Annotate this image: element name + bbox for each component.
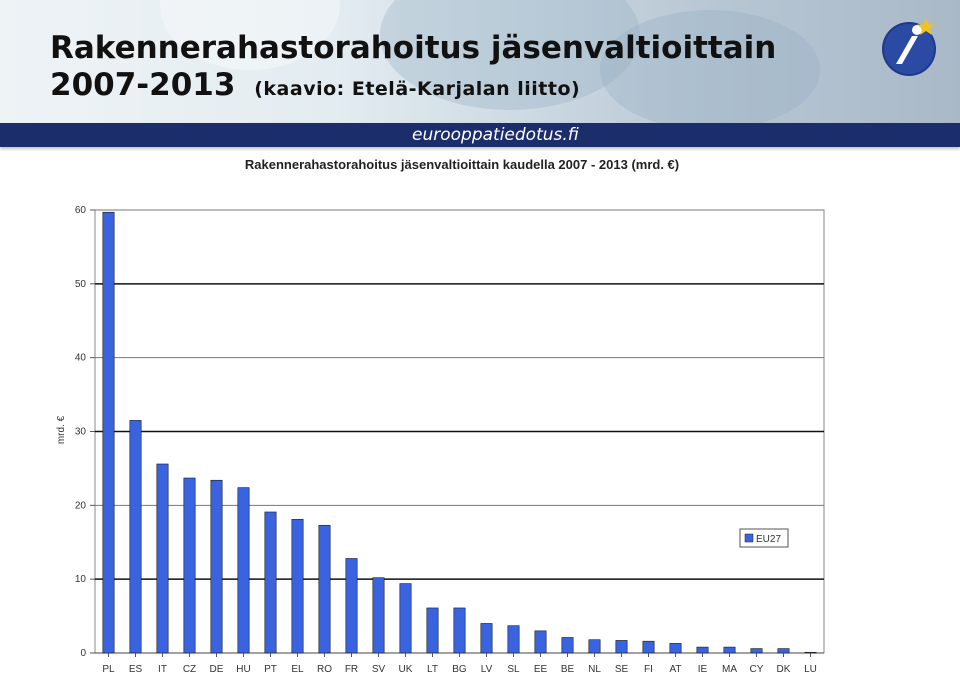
bar-lv [480, 623, 493, 654]
x-tick-label: NL [588, 664, 601, 675]
slide-title: Rakennerahastorahoitus jäsenvaltioittain… [50, 30, 776, 108]
bar-dk [777, 648, 790, 654]
x-tick-label: DK [777, 664, 791, 675]
x-tick-label: LV [481, 664, 493, 675]
x-tick-label: UK [399, 664, 413, 675]
bar-cy [750, 648, 763, 654]
x-tick-label: EL [291, 664, 304, 675]
bar-ie [696, 646, 709, 654]
bar-el [291, 519, 304, 654]
legend-swatch [744, 533, 754, 543]
slide-title-source: (kaavio: Etelä-Karjalan liitto) [254, 78, 581, 100]
y-tick-label: 30 [75, 427, 87, 438]
bar-sv [372, 577, 385, 654]
y-tick-label: 10 [75, 574, 87, 585]
chart-legend: EU27 [739, 528, 789, 548]
bar-be [561, 637, 574, 654]
chart-title: Rakennerahastorahoitus jäsenvaltioittain… [245, 157, 679, 172]
bar-se [615, 640, 628, 654]
x-tick-label: RO [317, 664, 332, 675]
bar-ro [318, 524, 331, 654]
bar-de [210, 479, 223, 654]
bar-lu [804, 651, 817, 654]
y-tick-label: 50 [75, 279, 87, 290]
x-tick-label: DE [210, 664, 224, 675]
site-name: eurooppatiedotus.fi [412, 125, 579, 145]
y-tick-label: 40 [75, 353, 87, 364]
bar-lt [426, 607, 439, 654]
slide-header: Rakennerahastorahoitus jäsenvaltioittain… [0, 0, 960, 123]
bar-pl [102, 211, 115, 654]
x-tick-label: IT [158, 664, 167, 675]
y-tick-label: 60 [75, 205, 87, 216]
slide-title-line1: Rakennerahastorahoitus jäsenvaltioittain [50, 30, 777, 66]
x-tick-label: BG [452, 664, 467, 675]
bar-ma [723, 646, 736, 654]
x-tick-label: LT [427, 664, 438, 675]
x-tick-label: MA [722, 664, 737, 675]
x-axis-ticks: PL ES IT CZ DE HU PT EL RO FR SV UK LT BG LV SL EE BE NL SE… [102, 653, 817, 675]
x-tick-label: AT [669, 664, 681, 675]
bar-sl [507, 625, 520, 654]
bar-cz [183, 477, 196, 654]
y-tick-label: 0 [80, 648, 86, 659]
chart-grid [94, 209, 825, 654]
y-axis-ticks: 0 10 20 30 40 50 60 [75, 205, 95, 659]
bar-nl [588, 639, 601, 654]
chart-bars [102, 211, 817, 654]
bar-chart: Rakennerahastorahoitus jäsenvaltioittain… [56, 157, 825, 675]
bar-uk [399, 583, 412, 654]
x-tick-label: HU [236, 664, 250, 675]
bar-pt [264, 511, 277, 654]
x-tick-label: SL [507, 664, 520, 675]
bar-it [156, 463, 169, 654]
x-tick-label: ES [129, 664, 143, 675]
y-axis-label: mrd. € [56, 415, 67, 444]
slide-title-years: 2007-2013 [50, 67, 236, 103]
x-tick-label: BE [561, 664, 575, 675]
x-tick-label: SE [615, 664, 629, 675]
x-tick-label: CY [750, 664, 764, 675]
map-background-shape [600, 10, 820, 123]
bar-hu [237, 487, 250, 654]
info-star-logo-icon [882, 18, 936, 76]
bar-at [669, 643, 682, 654]
bar-ee [534, 630, 547, 654]
x-tick-label: CZ [183, 664, 196, 675]
bar-fi [642, 640, 655, 654]
x-tick-label: FI [644, 664, 653, 675]
x-tick-label: PT [264, 664, 277, 675]
site-banner: eurooppatiedotus.fi [0, 123, 960, 147]
x-tick-label: SV [372, 664, 386, 675]
y-tick-label: 20 [75, 500, 87, 511]
bar-fr [345, 558, 358, 654]
x-tick-label: LU [804, 664, 817, 675]
x-tick-label: FR [345, 664, 358, 675]
x-tick-label: EE [534, 664, 548, 675]
bar-es [129, 420, 142, 654]
bar-bg [453, 607, 466, 654]
legend-box [739, 528, 789, 548]
x-tick-label: PL [102, 664, 115, 675]
x-tick-label: IE [698, 664, 708, 675]
legend-label: EU27 [756, 534, 781, 545]
